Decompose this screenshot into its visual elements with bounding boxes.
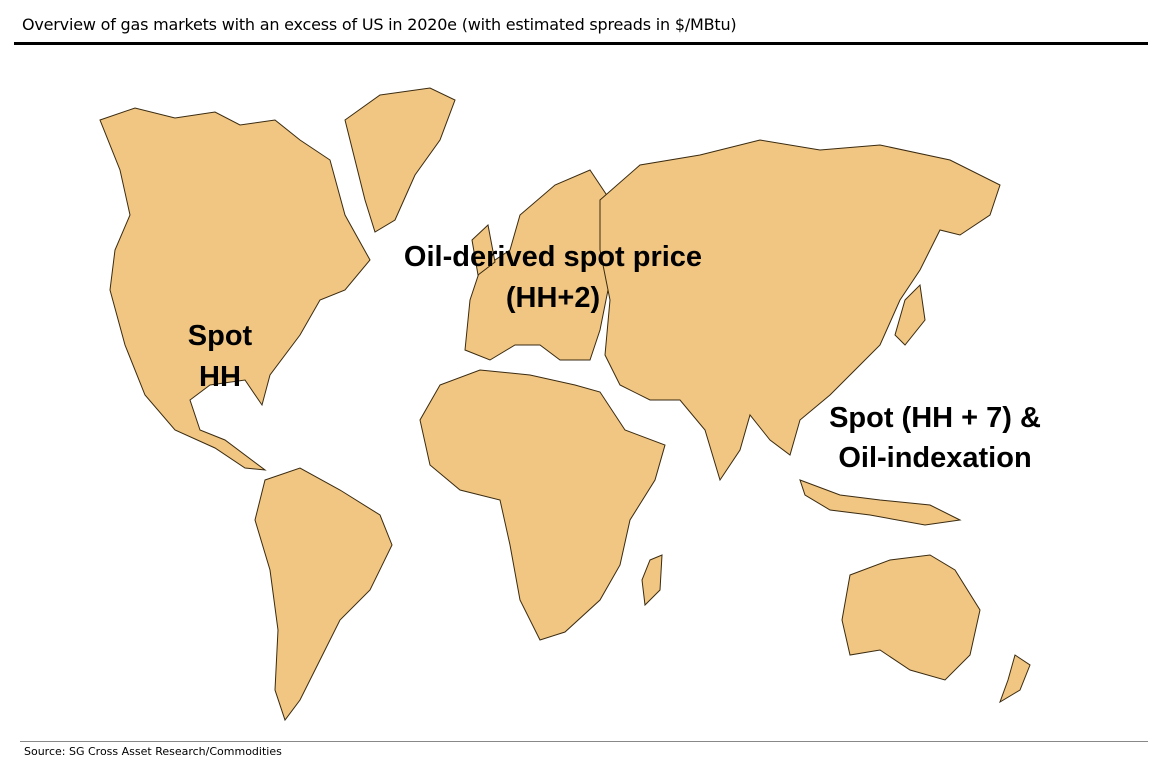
indonesia bbox=[799, 479, 962, 526]
africa bbox=[419, 369, 666, 641]
asia-label-line2: Oil-indexation bbox=[838, 442, 1032, 474]
source-rule bbox=[20, 741, 1148, 742]
south-america bbox=[254, 467, 393, 722]
world-map bbox=[99, 87, 1031, 722]
asia-label-line1: Spot (HH + 7) & bbox=[829, 402, 1041, 434]
australia bbox=[841, 554, 981, 681]
north-america bbox=[99, 107, 371, 471]
us-label-line1: Spot bbox=[187, 320, 253, 352]
title-rule bbox=[14, 42, 1148, 45]
new-zealand bbox=[999, 654, 1031, 704]
figure-title: Overview of gas markets with an excess o… bbox=[22, 15, 737, 34]
source-note: Source: SG Cross Asset Research/Commodit… bbox=[24, 745, 282, 758]
uk bbox=[471, 224, 496, 276]
japan bbox=[894, 283, 926, 346]
europe-label-line2: (HH+2) bbox=[505, 282, 601, 314]
asia bbox=[599, 139, 1001, 482]
us-label-line2: HH bbox=[199, 361, 241, 393]
greenland bbox=[344, 87, 456, 233]
madagascar bbox=[641, 554, 663, 607]
europe-label-line1: Oil-derived spot price bbox=[403, 241, 703, 273]
